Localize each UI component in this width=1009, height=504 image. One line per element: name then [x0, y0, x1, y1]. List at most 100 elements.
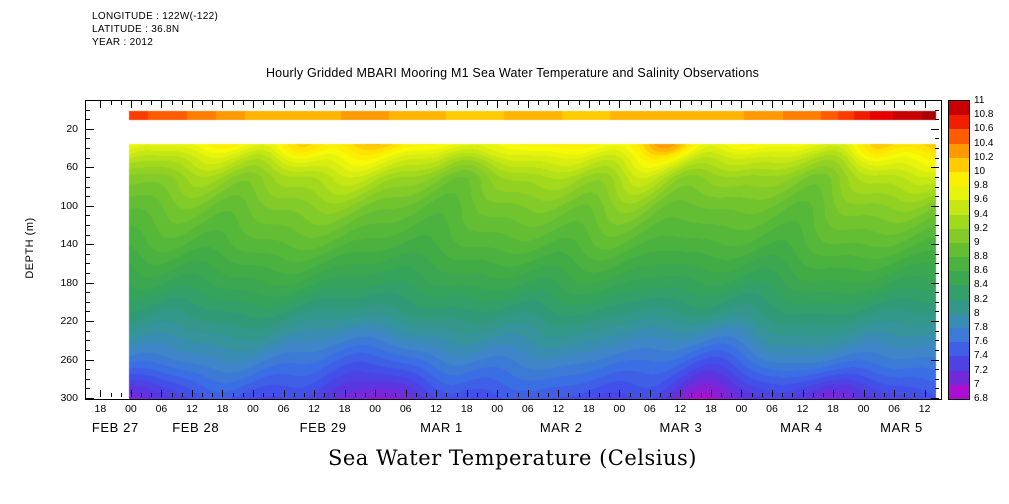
x-hour-label: 06: [155, 403, 168, 415]
y-tick-mark-left: [86, 321, 94, 323]
y-minor-tick-left: [86, 109, 90, 111]
x-minor-tick-bottom: [446, 393, 448, 397]
x-hour-label: 06: [766, 403, 778, 415]
x-minor-tick-top: [303, 101, 305, 105]
x-minor-tick-bottom: [426, 393, 427, 397]
chart-title: Hourly Gridded MBARI Mooring M1 Sea Wate…: [265, 66, 760, 80]
y-minor-tick-right: [935, 301, 939, 303]
y-minor-tick-left: [86, 253, 90, 255]
colorbar-tick-label: 10.8: [974, 109, 994, 121]
colorbar-segment: [949, 228, 969, 243]
y-tick-mark-left: [86, 205, 94, 207]
colorbar-tick-label: 8.2: [974, 293, 988, 305]
x-minor-tick-top: [812, 101, 814, 105]
y-minor-tick-left: [86, 263, 90, 265]
y-minor-tick-right: [935, 215, 939, 217]
x-tick-mark-bottom: [771, 390, 773, 397]
y-minor-tick-left: [86, 369, 90, 371]
colorbar-segment: [949, 257, 969, 272]
y-minor-tick-left: [86, 157, 90, 159]
x-minor-tick-bottom: [629, 393, 631, 397]
y-minor-tick-right: [935, 292, 939, 294]
x-tick-mark-top: [222, 101, 224, 108]
x-hour-label: 06: [888, 403, 900, 415]
x-minor-tick-bottom: [151, 393, 153, 397]
x-minor-tick-top: [426, 101, 427, 105]
x-tick-mark-bottom: [588, 390, 590, 397]
x-tick-mark-top: [802, 101, 804, 108]
y-minor-tick-right: [935, 109, 939, 111]
x-minor-tick-top: [721, 101, 723, 105]
x-minor-tick-top: [537, 101, 539, 105]
x-hour-label: 12: [308, 403, 320, 415]
x-tick-mark-bottom: [741, 390, 743, 397]
x-minor-tick-bottom: [141, 393, 143, 397]
x-minor-tick-top: [273, 101, 275, 105]
x-tick-mark-top: [405, 101, 407, 108]
x-minor-tick-bottom: [385, 393, 387, 397]
x-tick-mark-bottom: [558, 390, 560, 397]
x-tick-mark-bottom: [894, 390, 896, 397]
x-minor-tick-bottom: [853, 393, 855, 397]
x-tick-mark-bottom: [833, 390, 835, 397]
x-tick-mark-top: [588, 101, 590, 108]
x-date-label: FEB 28: [172, 420, 220, 435]
x-minor-tick-top: [242, 101, 244, 105]
y-minor-tick-left: [86, 340, 90, 342]
x-hour-label: 18: [216, 403, 229, 415]
x-tick-mark-top: [436, 101, 438, 108]
y-minor-tick-right: [935, 157, 939, 159]
x-minor-tick-bottom: [914, 393, 916, 397]
y-minor-tick-right: [935, 148, 939, 150]
x-minor-tick-bottom: [598, 393, 600, 397]
x-tick-mark-top: [100, 101, 102, 108]
y-minor-tick-right: [935, 311, 939, 313]
x-axis-title: Sea Water Temperature (Celsius): [327, 446, 697, 470]
x-minor-tick-bottom: [334, 393, 336, 397]
x-minor-tick-top: [782, 101, 784, 105]
x-tick-mark-top: [375, 101, 377, 108]
colorbar-segment: [949, 242, 969, 258]
x-tick-mark-top: [863, 101, 865, 108]
x-minor-tick-top: [171, 101, 173, 105]
x-minor-tick-bottom: [721, 393, 723, 397]
colorbar-tick-label: 6.8: [974, 393, 988, 404]
x-hour-label: 12: [430, 403, 443, 415]
x-minor-tick-top: [853, 101, 855, 105]
x-minor-tick-bottom: [415, 393, 417, 397]
x-date-label: MAR 2: [539, 420, 583, 435]
x-minor-tick-top: [232, 101, 234, 105]
x-minor-tick-bottom: [548, 393, 550, 397]
y-minor-tick-left: [86, 119, 90, 121]
colorbar-segment: [949, 214, 969, 229]
colorbar-tick-label: 9: [974, 236, 980, 248]
x-tick-mark-top: [283, 101, 285, 108]
x-tick-mark-bottom: [436, 390, 438, 397]
x-minor-tick-bottom: [232, 393, 234, 397]
x-tick-mark-bottom: [710, 390, 712, 397]
y-tick-mark-left: [86, 128, 94, 130]
x-tick-mark-bottom: [161, 390, 163, 397]
x-hour-label: 12: [552, 403, 565, 415]
x-minor-tick-top: [202, 101, 204, 105]
x-tick-mark-top: [894, 101, 896, 108]
x-minor-tick-top: [568, 101, 570, 105]
colorbar-segment: [949, 157, 969, 172]
x-minor-tick-top: [517, 101, 519, 105]
y-minor-tick-right: [935, 340, 939, 342]
colorbar-segment: [949, 101, 969, 116]
x-tick-mark-top: [191, 101, 193, 108]
metadata-block: LONGITUDE : 122W(-122) LATITUDE : 36.8N …: [92, 10, 218, 49]
x-minor-tick-bottom: [171, 393, 173, 397]
x-hour-label: 18: [705, 403, 717, 415]
x-minor-tick-top: [324, 101, 326, 105]
x-hour-label: 00: [125, 403, 137, 415]
y-minor-tick-right: [935, 119, 939, 121]
x-minor-tick-bottom: [202, 393, 204, 397]
x-hour-label: 18: [582, 403, 595, 415]
y-tick-mark-right: [931, 398, 939, 399]
x-minor-tick-bottom: [364, 393, 366, 397]
y-minor-tick-right: [935, 369, 939, 371]
x-minor-tick-bottom: [700, 393, 702, 397]
